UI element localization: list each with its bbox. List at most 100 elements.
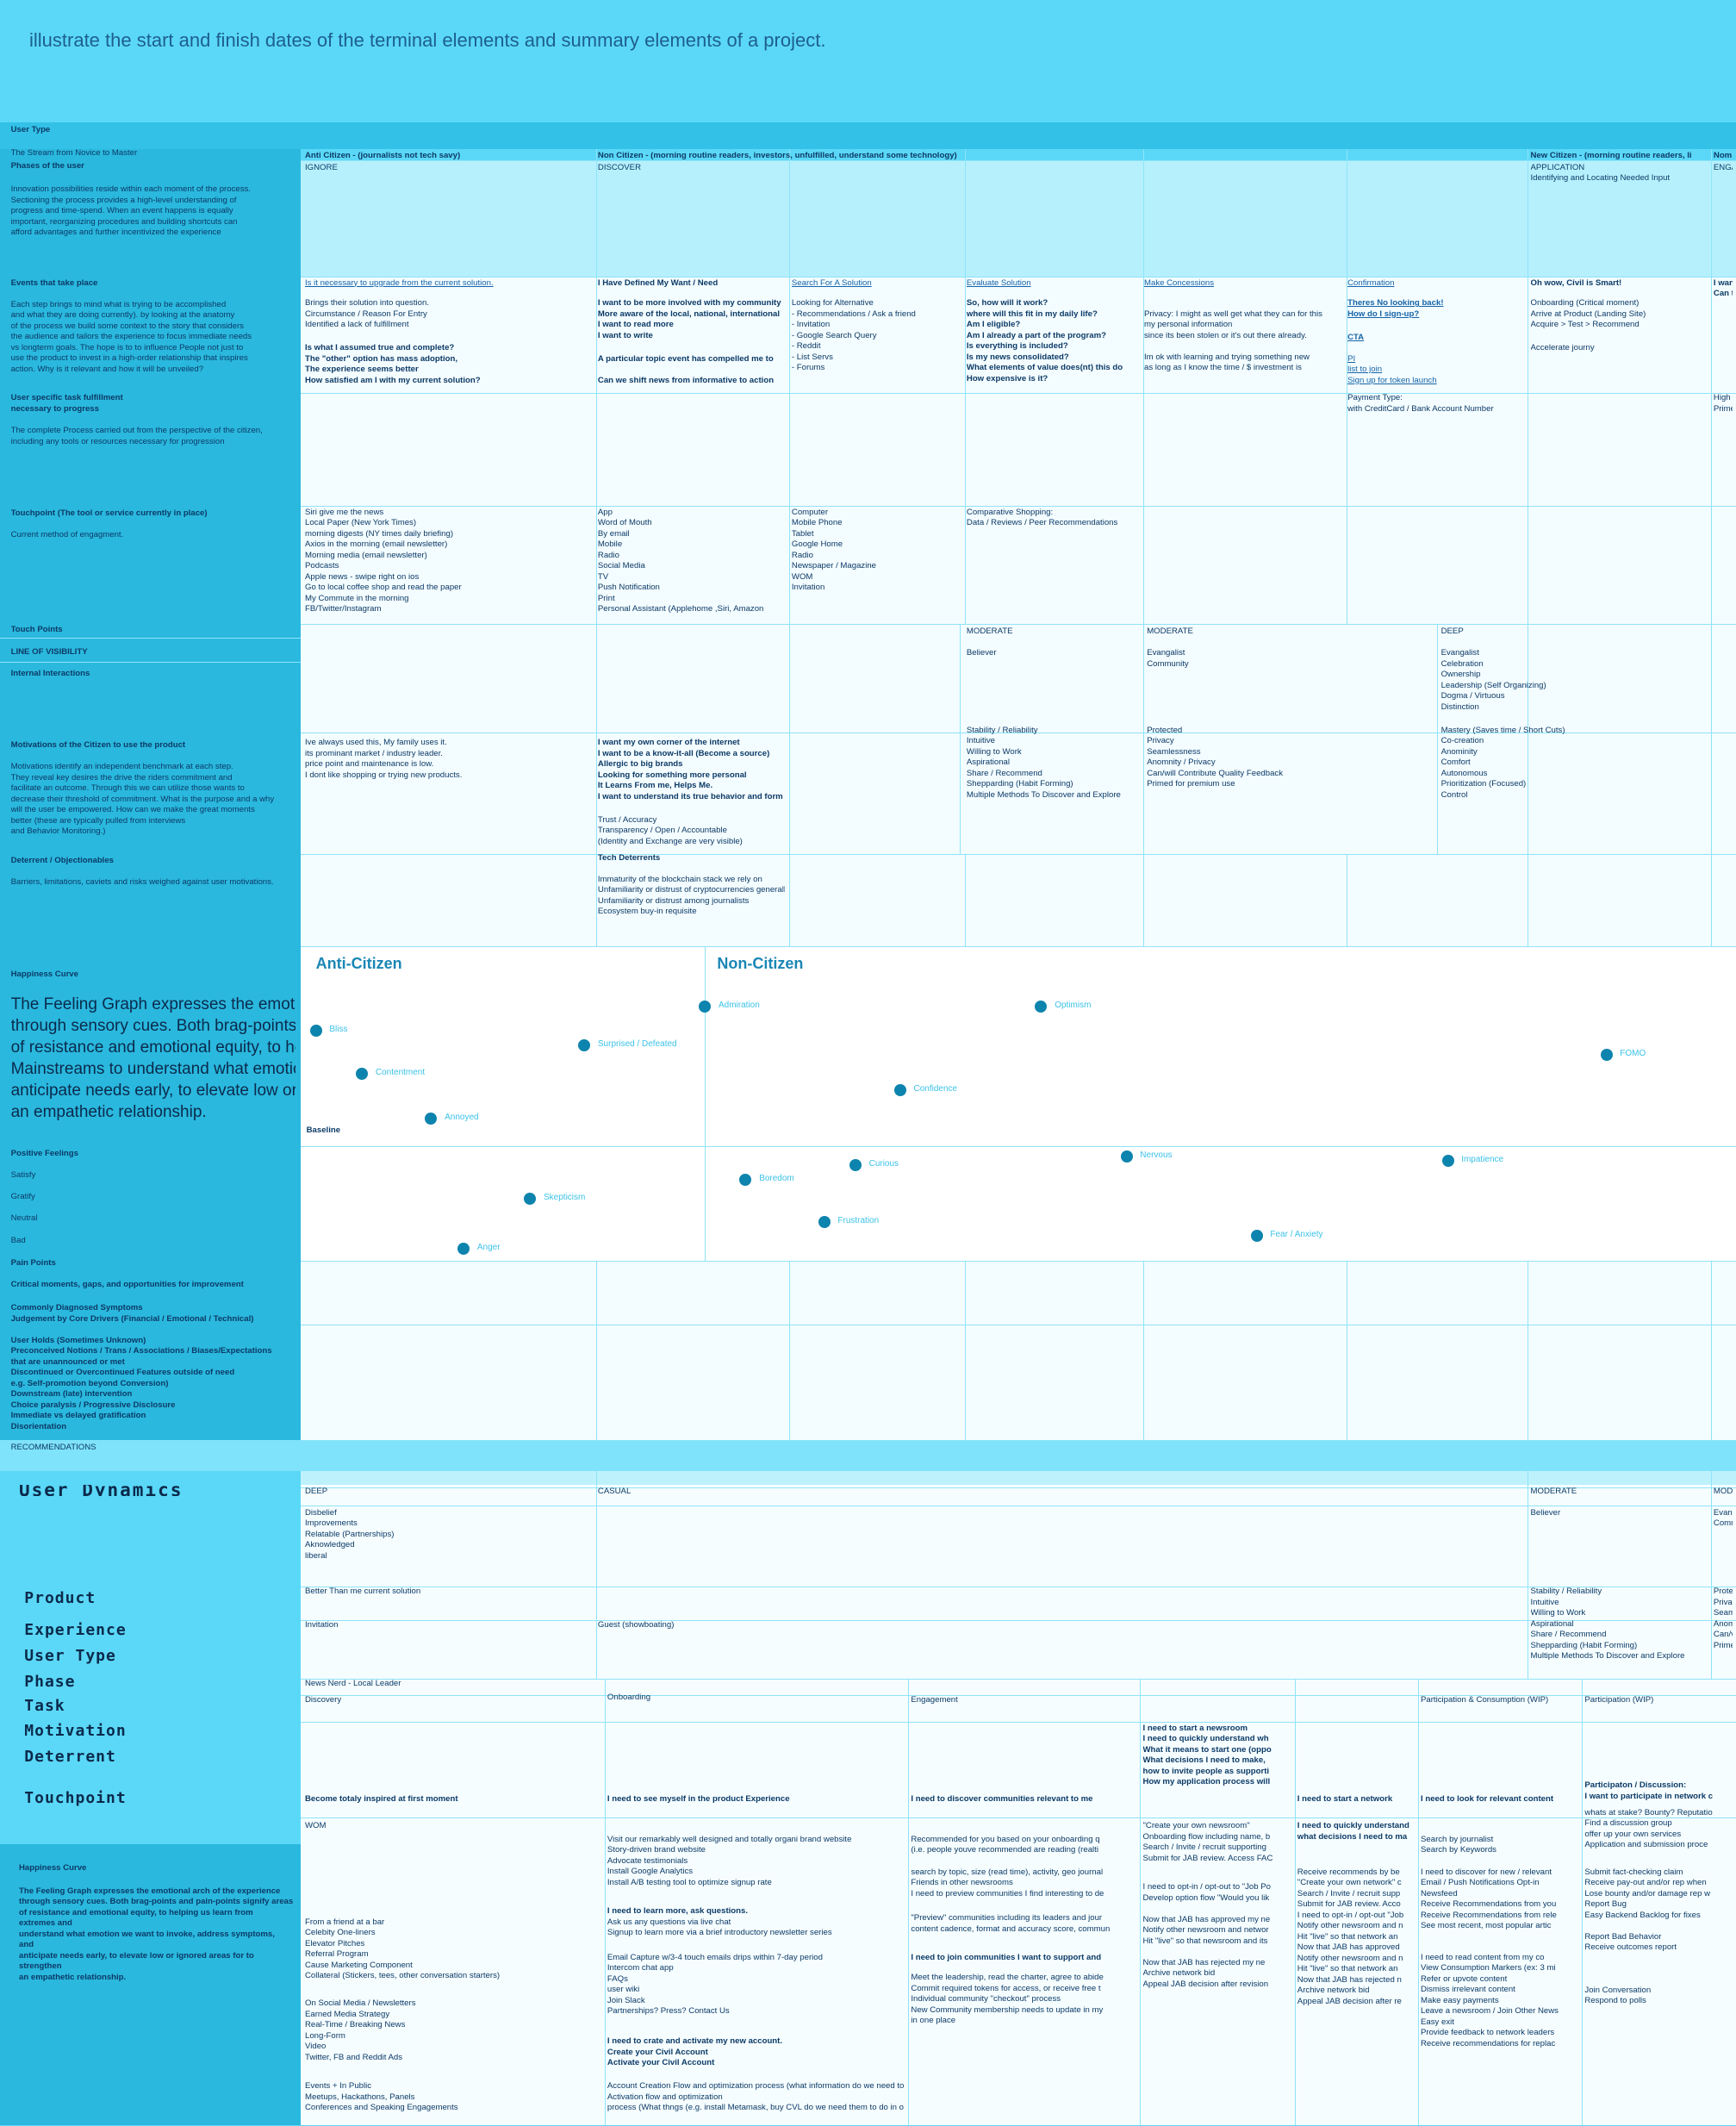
grid-line (965, 1261, 967, 1441)
grid-line (301, 159, 1736, 161)
sidebar-label: Current method of engagment. (10, 530, 124, 540)
cell-text: Accelerate journy (1530, 343, 1595, 353)
curve-point (425, 1113, 438, 1125)
sidebar-label: Phase (24, 1673, 76, 1692)
curve-point-label: Fear / Anxiety (1270, 1229, 1323, 1239)
curve-point-label: Annoyed (445, 1113, 479, 1123)
header-band (0, 122, 1736, 150)
cell-text: High Prime (1713, 393, 1733, 414)
cell-text: Believer (1530, 1507, 1561, 1518)
cell-text: Events + In Public Meetups, Hackathons, … (305, 2081, 458, 2113)
grid-line (1142, 854, 1144, 947)
cell-text: Comparative Shopping: Data / Reviews / P… (966, 507, 1118, 528)
cell-text: Stability / Reliability Intuitive Willin… (1530, 1587, 1685, 1661)
sidebar (0, 149, 302, 1472)
sidebar-label: Happiness Curve (10, 969, 78, 980)
cell-text: WOM (305, 1821, 327, 1831)
sidebar-label: Bad (10, 1235, 26, 1245)
cell-text: I need to start a network (1297, 1793, 1393, 1804)
cell-text: MODERATE (1147, 627, 1193, 636)
cell-text: I Have Defined My Want / Need (597, 277, 719, 288)
sidebar-label: Experience (24, 1621, 127, 1640)
sidebar-label: Touchpoint (24, 1789, 127, 1808)
cell-text: Prote Priva Seam Anom Can/v Prime (1713, 1587, 1733, 1650)
curve-point (578, 1039, 591, 1052)
cell-text: Mastery (Saves time / Short Cuts) Co-cre… (1440, 725, 1565, 800)
cell-text: Is it necessary to upgrade from the curr… (305, 277, 494, 288)
cell-text: "Preview" communities including its lead… (911, 1913, 1111, 1934)
sidebar-label: The Feeling Graph expresses the emotiona… (19, 1886, 294, 1982)
grid-line (1142, 623, 1144, 855)
cell-text: Protected Privacy Seamlessness Anomnity … (1147, 725, 1284, 789)
cell-text: I need to discover for new / relevant Em… (1421, 1867, 1557, 1931)
grid-line (301, 1620, 1736, 1622)
cell-text: Recommended for you based on your onboar… (911, 1834, 1100, 1855)
grid-line (301, 1817, 1736, 1818)
sidebar-label: Events that take place (10, 277, 98, 288)
cell-text: I need to crate and activate my new acco… (607, 2036, 783, 2068)
cell-text: Onboarding (Critical moment) Arrive at P… (1530, 298, 1646, 330)
cell-text: Looking for Alternative - Recommendation… (791, 298, 916, 373)
grid-line (965, 854, 967, 947)
cell-text: Nom (1713, 150, 1733, 160)
cell-text: On Social Media / Newsletters Earned Med… (305, 1998, 416, 2062)
cell-text: Guest (showboating) (597, 1620, 675, 1630)
curve-point-label: Curious (868, 1158, 899, 1169)
sidebar-label: Motivations of the Citizen to use the pr… (10, 740, 186, 751)
cell-text: Participation & Consumption (WIP) (1421, 1694, 1549, 1705)
cell-text: Participation (WIP) (1584, 1694, 1654, 1705)
sidebar-label: LINE OF VISIBILITY (10, 646, 88, 657)
cell-text: I need to look for relevant content (1421, 1793, 1554, 1804)
cell-text: Make Concessions (1144, 277, 1215, 288)
cell-text: Evaluate Solution (966, 277, 1031, 288)
cell-text: I wan Can t (1713, 277, 1733, 299)
cell-text: Ask us any questions via live chat Signu… (607, 1917, 832, 1938)
cell-text: MODERATE (1530, 1486, 1577, 1496)
curve-point (524, 1193, 537, 1205)
cell-text: Confirmation (1347, 277, 1395, 288)
cell-text: Non Citizen - (morning routine readers, … (597, 150, 957, 160)
cell-text: App Word of Mouth By email Mobile Radio … (597, 507, 764, 614)
cell-text: Immaturity of the blockchain stack we re… (597, 874, 785, 917)
grid-line (1142, 149, 1144, 624)
sidebar-label: The Feeling Graph expresses the emotiona… (10, 995, 296, 1122)
curve-point-label: Admiration (719, 1000, 760, 1010)
grid-line (1417, 1679, 1419, 2125)
curve-point (849, 1158, 862, 1171)
cell-text: Evangalist Celebration Ownership Leaders… (1440, 648, 1546, 712)
curve-point-label: Optimism (1055, 1000, 1092, 1010)
cell-text: Evan Comm (1713, 1507, 1733, 1529)
cell-text: I need to learn more, ask questions. (607, 1906, 749, 1917)
cell-text: Evangalist Community (1147, 648, 1189, 669)
cell-text: Stability / Reliability Intuitive Willin… (966, 725, 1121, 800)
grid-line (301, 1694, 1736, 1696)
cell-text: Theres No looking back! How do I sign-up… (1347, 298, 1444, 319)
sidebar-label: Motivation (24, 1721, 127, 1740)
curve-point (1120, 1150, 1133, 1163)
cell-text: MOD (1713, 1486, 1733, 1496)
sidebar-label: User Type (10, 124, 51, 134)
cell-text: APPLICATION Identifying and Locating Nee… (1530, 162, 1671, 184)
sidebar-label: Motivations identify an independent benc… (10, 762, 275, 837)
cell-text: Better Than me current solution (305, 1587, 421, 1596)
grid-line (0, 637, 302, 639)
grid-line (1710, 1261, 1712, 1441)
curve-point (739, 1173, 752, 1186)
cell-text: Participaton / Discussion: I want to par… (1584, 1780, 1714, 1801)
cell-text: Search For A Solution (791, 277, 872, 288)
sidebar-label: The Stream from Novice to Master (10, 147, 138, 158)
cell-text: Disbelief Improvements Relatable (Partne… (305, 1507, 395, 1561)
curve-point-label: Bliss (329, 1024, 348, 1034)
cell-text: Meet the leadership, read the charter, a… (911, 1973, 1104, 2026)
sidebar-label: Innovation possibilities reside within e… (10, 184, 251, 237)
grid-line (705, 946, 706, 1262)
grid-line (1436, 623, 1438, 855)
grid-line (788, 854, 790, 947)
curve-area (301, 946, 1736, 1262)
grid-area (301, 277, 1736, 947)
curve-point (699, 1000, 712, 1013)
sidebar-label: Satisfy (10, 1169, 36, 1180)
grid-line (301, 946, 1736, 948)
cell-text: Discovery (305, 1694, 342, 1705)
cell-text: CTA (1347, 332, 1365, 342)
